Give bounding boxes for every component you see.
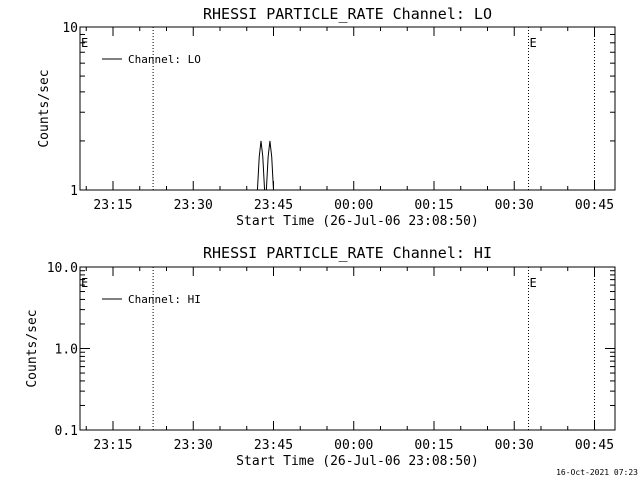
event-marker-label: E xyxy=(530,36,537,50)
x-tick-label: 00:15 xyxy=(414,438,453,453)
series-line xyxy=(80,140,615,191)
plot-frame xyxy=(79,266,616,431)
y-axis-label: Counts/sec xyxy=(37,69,52,147)
x-tick-label: 00:30 xyxy=(495,198,534,213)
x-tick-label: 23:15 xyxy=(93,438,132,453)
x-tick-label: 23:45 xyxy=(254,438,293,453)
y-tick-label: 0.1 xyxy=(55,424,78,439)
plot-frame xyxy=(79,26,616,191)
y-tick-label: 1.0 xyxy=(55,343,78,358)
x-tick-label: 23:15 xyxy=(93,198,132,213)
x-tick-label: 00:30 xyxy=(495,438,534,453)
chart-title: RHESSI PARTICLE_RATE Channel: HI xyxy=(203,244,492,262)
y-tick-label: 10.0 xyxy=(47,261,78,276)
y-axis-label: Counts/sec xyxy=(25,309,40,387)
x-tick-label: 00:45 xyxy=(575,198,614,213)
event-marker-label: E xyxy=(530,276,537,290)
x-tick-label: 00:15 xyxy=(414,198,453,213)
y-tick-label: 10 xyxy=(62,21,78,36)
x-tick-label: 00:00 xyxy=(334,198,373,213)
corner-event-marker: E xyxy=(81,276,88,290)
y-tick-label: 1 xyxy=(70,184,78,199)
x-axis-label: Start Time (26-Jul-06 23:08:50) xyxy=(236,454,479,469)
x-tick-label: 23:30 xyxy=(174,438,213,453)
x-tick-label: 00:45 xyxy=(575,438,614,453)
x-tick-label: 23:45 xyxy=(254,198,293,213)
legend-label: Channel: LO xyxy=(128,53,201,66)
corner-event-marker: E xyxy=(81,36,88,50)
x-axis-label: Start Time (26-Jul-06 23:08:50) xyxy=(236,214,479,229)
chart-title: RHESSI PARTICLE_RATE Channel: LO xyxy=(203,5,492,23)
x-tick-label: 00:00 xyxy=(334,438,373,453)
legend-label: Channel: HI xyxy=(128,293,201,306)
x-tick-label: 23:30 xyxy=(174,198,213,213)
plot-timestamp: 16-Oct-2021 07:23 xyxy=(556,468,638,477)
